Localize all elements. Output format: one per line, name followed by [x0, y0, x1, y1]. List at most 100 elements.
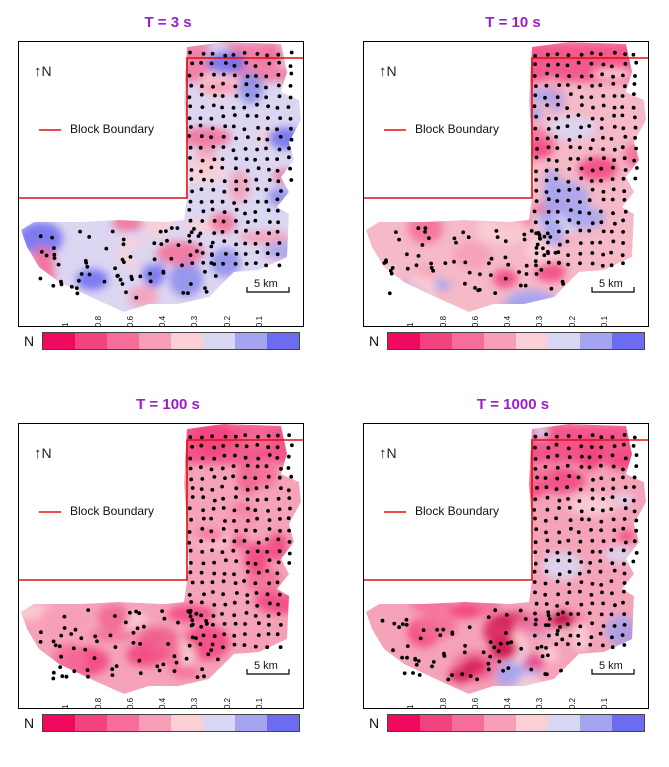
station-point: [486, 667, 491, 672]
station-point: [209, 467, 214, 472]
station-point: [110, 673, 115, 677]
station-point: [621, 467, 625, 472]
station-point: [199, 570, 204, 575]
station-point: [264, 464, 269, 469]
station-point: [253, 157, 257, 162]
station-point: [220, 484, 225, 489]
station-point: [287, 155, 291, 160]
station-points: [38, 433, 294, 681]
station-point: [556, 188, 561, 193]
station-point: [621, 261, 625, 266]
station-point: [187, 239, 192, 244]
colorbar-swatch: [107, 715, 139, 731]
station-point: [519, 646, 524, 651]
station-point: [558, 625, 562, 629]
station-point: [199, 613, 204, 618]
station-point: [534, 114, 538, 119]
station-point: [590, 51, 594, 55]
station-point: [190, 444, 195, 449]
station-point: [104, 246, 109, 251]
station-point: [578, 261, 582, 266]
station-point: [601, 487, 605, 491]
station-point: [567, 218, 572, 223]
station-point: [121, 242, 126, 247]
station-point: [555, 199, 560, 203]
station-point: [189, 517, 194, 522]
station-point: [64, 674, 69, 679]
station-point: [212, 634, 217, 639]
station-point: [199, 169, 203, 174]
station-point: [402, 671, 407, 676]
station-point: [52, 252, 57, 257]
station-point: [622, 517, 627, 521]
station-point: [522, 237, 527, 242]
station-point: [578, 134, 582, 139]
colorbar-tick-label: 0.4: [503, 697, 512, 709]
station-point: [212, 560, 217, 565]
station-point: [201, 561, 206, 566]
station-point: [633, 136, 637, 140]
station-point: [266, 509, 270, 513]
station-point: [194, 611, 199, 616]
station-point: [289, 474, 294, 479]
station-point: [612, 568, 617, 573]
station-point: [534, 178, 538, 182]
map-canvas: [19, 424, 303, 694]
station-point: [533, 220, 538, 225]
station-point: [467, 625, 472, 630]
station-point: [533, 467, 538, 471]
colorbar-tick-label: 0.3: [535, 315, 545, 327]
station-point: [589, 179, 594, 183]
colorbar-swatch: [75, 715, 107, 731]
station-point: [577, 571, 582, 576]
station-point: [231, 464, 236, 468]
station-point: [621, 176, 626, 181]
station-point: [488, 654, 493, 659]
station-point: [590, 187, 595, 192]
station-point: [187, 643, 192, 648]
station-point: [481, 650, 486, 655]
station-point: [245, 113, 250, 118]
station-point: [578, 624, 583, 629]
station-point: [634, 453, 639, 457]
station-point: [234, 559, 239, 563]
station-point: [56, 262, 61, 267]
station-point: [289, 71, 294, 76]
station-point: [255, 516, 259, 521]
map-frame: [18, 41, 304, 327]
station-point: [503, 255, 508, 260]
station-point: [567, 138, 572, 142]
station-point: [212, 475, 217, 479]
station-point: [545, 538, 550, 543]
station-point: [634, 464, 639, 468]
station-point: [397, 237, 401, 242]
station-point: [540, 654, 545, 659]
station-point: [243, 147, 248, 151]
station-point: [204, 289, 209, 294]
station-point: [169, 226, 174, 230]
station-point: [566, 434, 571, 438]
station-point: [622, 623, 627, 627]
station-point: [234, 529, 239, 533]
station-point: [187, 540, 192, 545]
colorbar-tick-label: 0.2: [222, 315, 232, 327]
station-point: [265, 537, 269, 542]
station-point: [576, 530, 581, 535]
station-point: [200, 580, 205, 585]
station-point: [234, 229, 239, 234]
station-point: [275, 445, 280, 450]
station-point: [578, 241, 583, 246]
station-point: [209, 61, 214, 66]
station-point: [460, 672, 465, 677]
station-point: [555, 209, 560, 214]
station-point: [556, 558, 561, 563]
station-point: [83, 647, 88, 652]
station-point: [534, 199, 539, 204]
colorbar-swatch: [43, 715, 75, 731]
station-point: [256, 137, 261, 141]
station-point: [87, 235, 92, 239]
station-point: [277, 60, 281, 65]
station-point: [589, 635, 594, 640]
station-point: [278, 116, 283, 120]
station-point: [59, 654, 63, 659]
